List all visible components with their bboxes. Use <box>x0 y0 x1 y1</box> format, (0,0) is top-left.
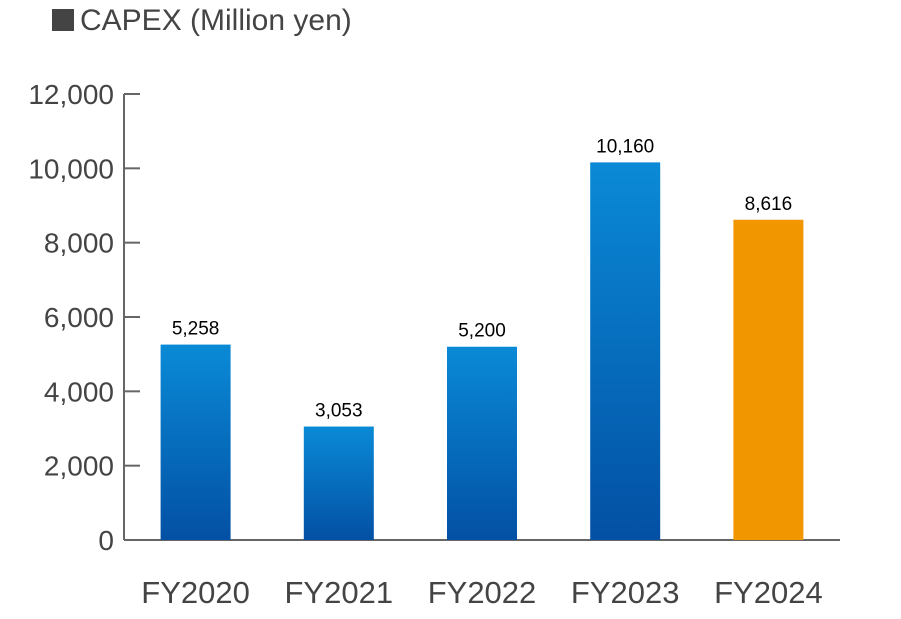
y-tick-label: 8,000 <box>44 228 114 259</box>
chart-title: CAPEX (Million yen) <box>52 4 352 38</box>
bar-fy2022 <box>447 346 517 540</box>
x-tick-label: FY2021 <box>285 575 394 610</box>
x-tick-label: FY2024 <box>714 575 823 610</box>
bar-fy2020 <box>160 344 231 540</box>
y-tick-label: 10,000 <box>28 153 114 184</box>
bar-fy2024 <box>733 219 804 540</box>
y-tick-label: 0 <box>98 525 114 556</box>
x-tick-label: FY2022 <box>428 575 537 610</box>
y-tick-label: 12,000 <box>28 79 114 110</box>
bar-value-label: 3,053 <box>315 401 363 422</box>
y-tick-label: 4,000 <box>44 376 114 407</box>
bar-fy2021 <box>303 426 374 540</box>
y-tick-label: 6,000 <box>44 302 114 333</box>
bar-value-label: 10,160 <box>596 136 654 157</box>
x-tick-label: FY2023 <box>571 575 680 610</box>
x-tick-label: FY2020 <box>141 575 250 610</box>
chart-title-text: CAPEX (Million yen) <box>80 4 352 37</box>
bar-value-label: 8,616 <box>745 194 793 215</box>
title-square-icon <box>52 9 74 31</box>
bar-value-label: 5,200 <box>458 321 506 342</box>
y-tick-label: 2,000 <box>44 451 114 482</box>
bar-fy2023 <box>590 162 661 541</box>
bar-value-label: 5,258 <box>172 319 220 340</box>
